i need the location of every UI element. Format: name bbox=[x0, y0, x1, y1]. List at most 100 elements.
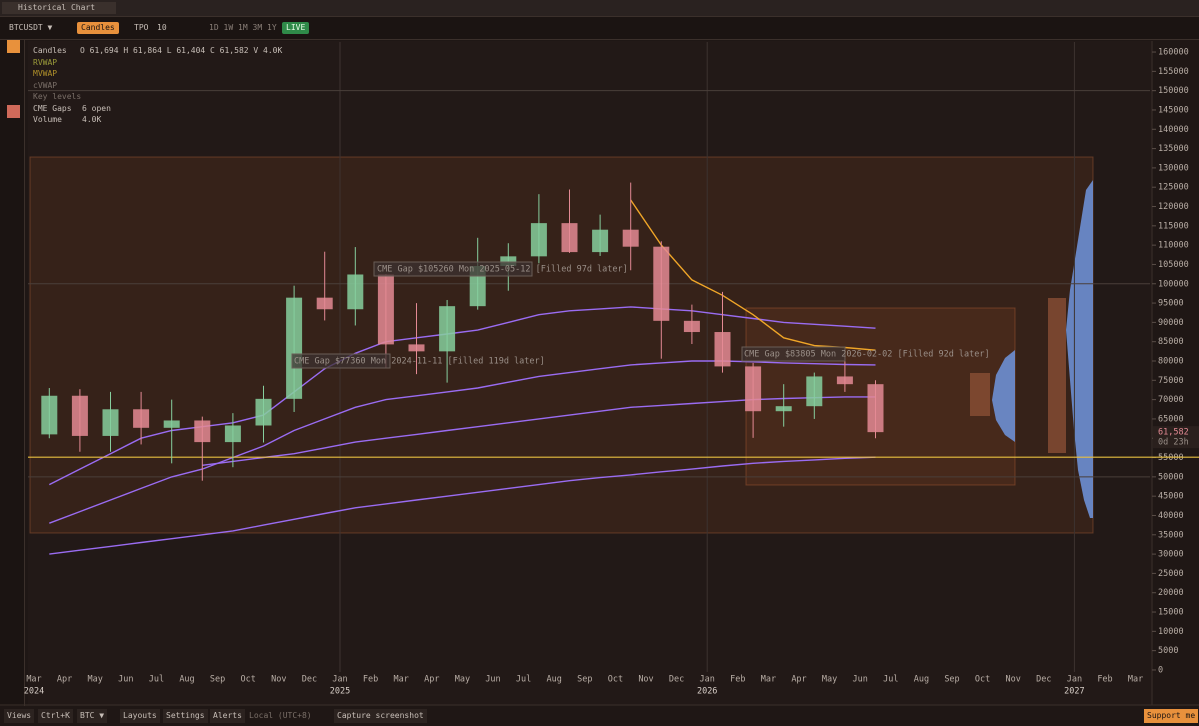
cme-gap-label: CME Gap $77360 Mon 2024-11-11 [Filled 11… bbox=[294, 357, 545, 367]
tool-column bbox=[0, 40, 25, 706]
x-tick-label: Jun bbox=[485, 675, 500, 685]
x-tick-label: May bbox=[822, 675, 837, 685]
cme-gap-box bbox=[291, 353, 391, 369]
x-tick-label: Aug bbox=[547, 675, 562, 685]
x-tick-label: Feb bbox=[363, 675, 378, 685]
x-tick-label: Jul bbox=[516, 675, 531, 685]
y-tick-label: 80000 bbox=[1158, 357, 1184, 367]
tpo-value[interactable]: 10 bbox=[157, 23, 167, 32]
symbol-select[interactable]: BTCUSDT ▼ bbox=[9, 23, 53, 32]
x-tick-label: Dec bbox=[669, 675, 684, 685]
volume-profile bbox=[970, 373, 990, 416]
x-tick-label: Aug bbox=[914, 675, 929, 685]
cme-gap-label: CME Gap $83805 Mon 2026-02-02 [Filled 92… bbox=[744, 350, 990, 360]
tpo-button[interactable]: TPO bbox=[134, 23, 149, 32]
candle-body bbox=[622, 229, 639, 247]
x-tick-label: Feb bbox=[1097, 675, 1112, 685]
cme-gap-box bbox=[741, 346, 846, 362]
y-tick-label: 100000 bbox=[1158, 279, 1189, 289]
indicator-line bbox=[202, 396, 876, 466]
x-tick-label: Jul bbox=[149, 675, 164, 685]
y-tick-label: 10000 bbox=[1158, 627, 1184, 637]
candle-body bbox=[683, 320, 700, 333]
x-tick-label: Sep bbox=[577, 675, 592, 685]
x-tick-label: Nov bbox=[1006, 675, 1021, 685]
y-tick-label: 0 bbox=[1158, 665, 1163, 675]
cme-gap-label: CME Gap $105260 Mon 2025-05-12 [Filled 9… bbox=[377, 265, 628, 275]
footer-item[interactable]: Views bbox=[4, 709, 35, 723]
y-tick-label: 155000 bbox=[1158, 67, 1189, 77]
y-tick-label: 125000 bbox=[1158, 183, 1189, 193]
indicator-line bbox=[48, 306, 876, 486]
cme-gap-box bbox=[373, 261, 533, 277]
candle-body bbox=[347, 274, 364, 310]
legend-value: 4.0K bbox=[82, 115, 102, 124]
y-tick-label: 145000 bbox=[1158, 105, 1189, 115]
chart-type-button[interactable]: Candles bbox=[77, 22, 119, 34]
y-tick-label: 120000 bbox=[1158, 202, 1189, 212]
y-tick-label: 85000 bbox=[1158, 337, 1184, 347]
volume-profile bbox=[1048, 298, 1066, 453]
y-tick-label: 90000 bbox=[1158, 318, 1184, 328]
last-price-tag bbox=[1153, 426, 1199, 449]
candle-body bbox=[408, 344, 425, 352]
y-tick-label: 65000 bbox=[1158, 414, 1184, 424]
y-tick-label: 50000 bbox=[1158, 472, 1184, 482]
range-button[interactable]: 1M bbox=[238, 23, 248, 32]
x-tick-label: Dec bbox=[1036, 675, 1051, 685]
legend-name: Volume bbox=[33, 115, 62, 124]
y-tick-label: 30000 bbox=[1158, 550, 1184, 560]
live-button[interactable]: LIVE bbox=[282, 22, 310, 34]
y-tick-label: 95000 bbox=[1158, 299, 1184, 309]
x-tick-label: Jan bbox=[332, 675, 347, 685]
footer-item[interactable]: Ctrl+K bbox=[38, 709, 73, 723]
legend-name: RVWAP bbox=[33, 57, 58, 67]
y-tick-label: 160000 bbox=[1158, 48, 1189, 58]
candle-body bbox=[836, 376, 853, 385]
y-tick-label: 140000 bbox=[1158, 125, 1189, 135]
footer-item[interactable]: Capture screenshot bbox=[334, 709, 427, 723]
candle-body bbox=[71, 395, 88, 436]
tab[interactable]: Historical Chart bbox=[2, 2, 116, 14]
tool-select[interactable] bbox=[7, 40, 20, 53]
candle-body bbox=[530, 223, 547, 257]
y-tick-label: 15000 bbox=[1158, 608, 1184, 618]
x-tick-label: Sep bbox=[210, 675, 225, 685]
footer-item[interactable]: Layouts bbox=[120, 709, 160, 723]
tab-bar bbox=[0, 0, 1199, 17]
last-price-label: 61,582 bbox=[1158, 428, 1189, 438]
plot-area bbox=[28, 41, 1152, 705]
range-button[interactable]: 1W bbox=[223, 23, 234, 32]
countdown-label: 0d 23h bbox=[1158, 438, 1189, 448]
legend-name: CME Gaps bbox=[33, 103, 72, 113]
candle-body bbox=[714, 332, 731, 367]
range-button[interactable]: 1Y bbox=[267, 23, 277, 32]
range-button[interactable]: 3M bbox=[252, 23, 263, 32]
candle-body bbox=[102, 409, 119, 436]
y-tick-label: 75000 bbox=[1158, 376, 1184, 386]
candle-body bbox=[745, 366, 762, 412]
candle-body bbox=[592, 229, 609, 253]
support-button[interactable]: Support me bbox=[1144, 709, 1199, 723]
footer-item[interactable]: Settings bbox=[163, 709, 208, 723]
tool-cross[interactable] bbox=[7, 105, 20, 118]
x-tick-label: Mar bbox=[761, 675, 776, 685]
y-tick-label: 70000 bbox=[1158, 395, 1184, 405]
candle-body bbox=[775, 406, 792, 412]
x-tick-label: Jan bbox=[1067, 675, 1082, 685]
y-tick-label: 105000 bbox=[1158, 260, 1189, 270]
x-tick-label: Jan bbox=[700, 675, 715, 685]
legend-value: 6 open bbox=[82, 103, 111, 113]
x-tick-label: Apr bbox=[791, 675, 806, 685]
x-tick-label: Jun bbox=[853, 675, 868, 685]
legend-value: O 61,694 H 61,864 L 61,404 C 61,582 V 4.… bbox=[80, 46, 283, 55]
footer-item[interactable]: BTC ▼ bbox=[77, 709, 108, 723]
y-tick-label: 35000 bbox=[1158, 530, 1184, 540]
range-button[interactable]: 1D bbox=[209, 23, 219, 32]
range-box bbox=[29, 156, 1094, 534]
y-tick-label: 135000 bbox=[1158, 144, 1189, 154]
footer-item[interactable]: Alerts bbox=[210, 709, 245, 723]
candle-body bbox=[377, 274, 394, 345]
candle-body bbox=[224, 425, 241, 443]
candle-body bbox=[255, 398, 272, 426]
